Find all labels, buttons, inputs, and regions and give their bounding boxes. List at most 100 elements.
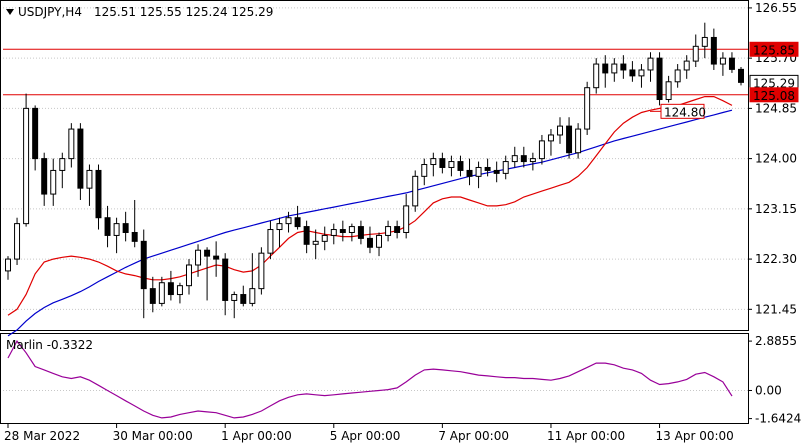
- candle-body: [584, 87, 591, 130]
- horizontal-levels: [3, 48, 748, 96]
- candle-body: [339, 229, 346, 233]
- candle-body: [710, 36, 717, 65]
- candle-body: [557, 125, 564, 136]
- candle-body: [385, 226, 392, 236]
- candle-body: [683, 60, 690, 71]
- candle-body: [457, 161, 464, 171]
- candle-body: [195, 249, 202, 266]
- candle-body: [32, 107, 39, 160]
- candle-body: [50, 169, 57, 195]
- x-tick-label: 1 Apr 00:00: [221, 429, 292, 443]
- y-tick-label: 122.30: [755, 252, 797, 266]
- candle-body: [376, 234, 383, 248]
- candle-body: [439, 158, 446, 168]
- candle-body: [665, 81, 672, 101]
- candle-body: [321, 234, 328, 242]
- candle-body: [511, 155, 518, 163]
- candle-body: [312, 240, 319, 245]
- candle-body: [738, 68, 744, 83]
- candle-body: [593, 63, 600, 89]
- ohlc-values: 125.51 125.55 125.24 125.29: [94, 5, 273, 19]
- candle-body: [231, 294, 238, 301]
- price-tag-label: 125.08: [753, 89, 795, 103]
- oscillator-axis: 2.8855 0.00 -1.6424: [748, 334, 801, 426]
- candle-body: [719, 57, 726, 65]
- candle-body: [14, 223, 21, 260]
- candle-body: [294, 217, 301, 228]
- y-tick-label: 121.45: [755, 302, 797, 316]
- candle-body: [59, 158, 66, 171]
- candle-body: [638, 69, 645, 77]
- candle-body: [566, 125, 573, 154]
- y-tick-label: 124.00: [755, 152, 797, 166]
- candle-body: [547, 134, 554, 142]
- candle-body: [611, 63, 618, 74]
- candle-body: [448, 161, 455, 168]
- x-tick-label: 28 Mar 2022: [4, 429, 80, 443]
- annotation-box: [660, 103, 705, 119]
- candle-body: [620, 63, 627, 71]
- price-axis: 126.55125.70124.85124.00123.15122.30121.…: [748, 1, 797, 316]
- level-price-tag: [749, 41, 799, 57]
- symbol-title: USDJPY,H4: [18, 5, 82, 19]
- candle-body: [629, 69, 636, 77]
- candle-body: [86, 169, 93, 189]
- candle-body: [575, 128, 582, 154]
- candle-body: [484, 166, 491, 171]
- candle-body: [77, 128, 84, 189]
- osc-y-tick-label: -1.6424: [755, 412, 801, 426]
- candle-body: [701, 36, 708, 47]
- candle-body: [185, 264, 192, 287]
- indicator-title: Marlin -0.3322: [6, 338, 93, 352]
- candle-body: [258, 252, 265, 290]
- candle-body: [421, 164, 428, 177]
- grid: [3, 7, 748, 310]
- candle-body: [602, 63, 609, 74]
- candle-body: [692, 45, 699, 62]
- candle-body: [222, 258, 229, 301]
- level-price-tag: [749, 87, 799, 103]
- indicator-plot-frame: [0, 333, 749, 424]
- price-tag-label: 125.29: [753, 76, 795, 90]
- candle-body: [5, 258, 11, 272]
- candle-body: [267, 229, 274, 254]
- candle-body: [167, 282, 174, 296]
- candle-body: [656, 57, 663, 101]
- candle-body: [330, 229, 337, 236]
- candle-body: [520, 155, 527, 163]
- y-tick-label: 124.85: [755, 101, 797, 115]
- candle-body: [466, 169, 473, 177]
- candle-body: [41, 158, 48, 195]
- candle-body: [303, 226, 310, 245]
- candle-body: [249, 288, 256, 304]
- oscillator-line: [7, 340, 733, 419]
- candles: [5, 22, 744, 319]
- candle-body: [204, 249, 211, 257]
- y-tick-label: 123.15: [755, 202, 797, 216]
- candle-body: [149, 288, 156, 304]
- candle-body: [529, 158, 536, 163]
- candle-body: [502, 161, 509, 174]
- candle-body: [412, 175, 419, 207]
- oscillator: [3, 340, 748, 419]
- osc-y-tick-label: 2.8855: [755, 334, 797, 348]
- candle-body: [674, 69, 681, 83]
- x-tick-label: 11 Apr 00:00: [547, 429, 625, 443]
- main-plot-frame: [0, 0, 749, 331]
- candle-body: [104, 217, 111, 236]
- x-tick-label: 13 Apr 00:00: [656, 429, 734, 443]
- ma-slow-line: [7, 109, 733, 337]
- candle-body: [122, 223, 129, 233]
- dropdown-triangle-icon[interactable]: [6, 9, 14, 15]
- osc-y-tick-label: 0.00: [755, 383, 782, 397]
- candle-body: [276, 223, 283, 231]
- time-axis: 28 Mar 2022 30 Mar 00:00 1 Apr 00:00 5 Apr …: [4, 424, 734, 443]
- candle-body: [538, 140, 545, 160]
- candle-body: [140, 240, 147, 290]
- candle-body: [95, 169, 102, 219]
- x-tick-label: 7 Apr 00:00: [438, 429, 509, 443]
- candle-body: [348, 226, 355, 233]
- candle-body: [357, 226, 364, 239]
